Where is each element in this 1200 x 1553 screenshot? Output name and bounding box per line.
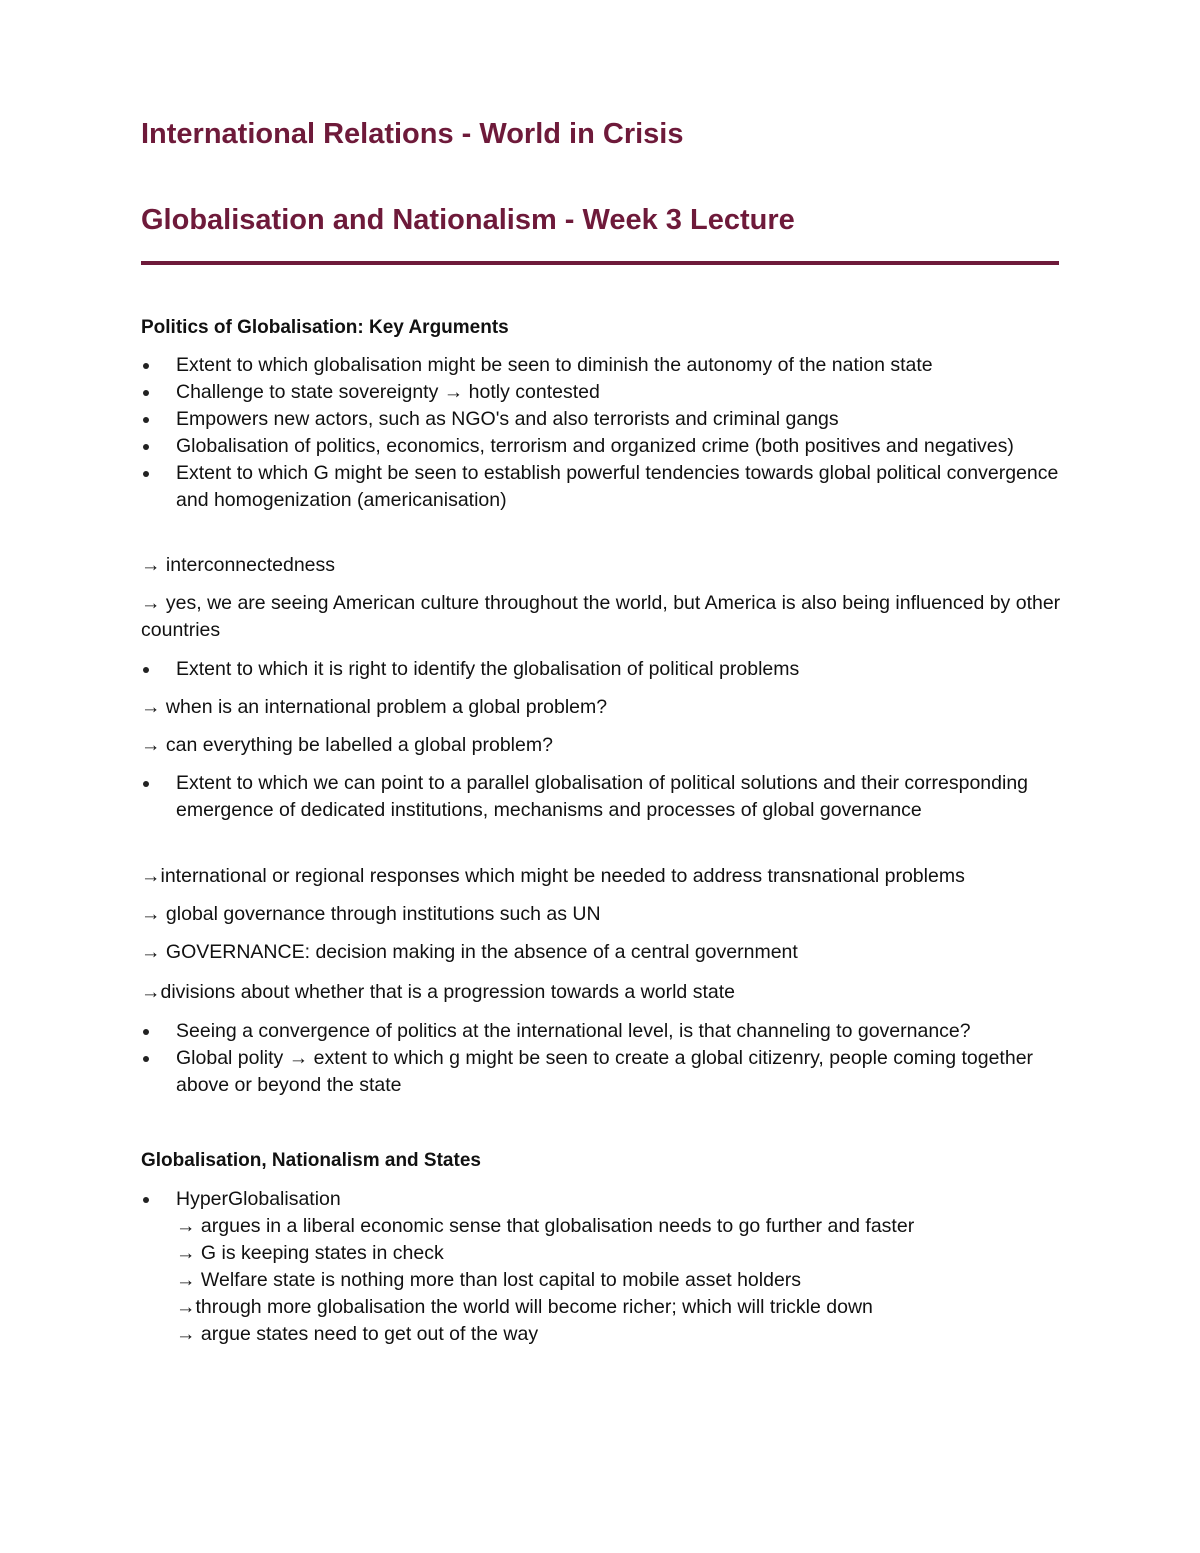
bullet-list: Extent to which we can point to a parall… (141, 770, 1071, 824)
list-item: HyperGlobalisation (141, 1186, 1071, 1213)
bullet-list: Extent to which globalisation might be s… (141, 352, 1071, 514)
list-item: Extent to which we can point to a parall… (141, 770, 1071, 824)
list-item: Empowers new actors, such as NGO's and a… (141, 406, 1071, 433)
bullet-list: HyperGlobalisation → argues in a liberal… (141, 1186, 1071, 1348)
list-item: Globalisation of politics, economics, te… (141, 433, 1071, 460)
note: → GOVERNANCE: decision making in the abs… (141, 941, 798, 963)
note: →divisions about whether that is a progr… (141, 981, 735, 1003)
list-item: Challenge to state sovereignty → hotly c… (141, 379, 1071, 406)
bullet-list: Seeing a convergence of politics at the … (141, 1018, 1071, 1099)
sub-item: → argues in a liberal economic sense tha… (176, 1215, 915, 1237)
title-divider (141, 261, 1059, 265)
note: → global governance through institutions… (141, 903, 601, 925)
document-title: International Relations - World in Crisi… (141, 118, 684, 150)
note: → when is an international problem a glo… (141, 696, 608, 718)
sub-item: → argue states need to get out of the wa… (176, 1323, 539, 1345)
note: →international or regional responses whi… (141, 865, 965, 887)
note: → can everything be labelled a global pr… (141, 734, 553, 756)
list-item: Extent to which it is right to identify … (141, 656, 1071, 683)
list-item: Global polity → extent to which g might … (141, 1045, 1071, 1099)
section-heading: Globalisation, Nationalism and States (141, 1150, 481, 1171)
list-item: Extent to which G might be seen to estab… (141, 460, 1071, 514)
list-item: Extent to which globalisation might be s… (141, 352, 1071, 379)
list-item: Seeing a convergence of politics at the … (141, 1018, 1071, 1045)
note: → interconnectedness (141, 554, 336, 576)
sub-item: →through more globalisation the world wi… (176, 1296, 873, 1318)
section-heading: Politics of Globalisation: Key Arguments (141, 317, 509, 338)
document-subtitle: Globalisation and Nationalism - Week 3 L… (141, 204, 795, 236)
sub-item: → Welfare state is nothing more than los… (176, 1269, 802, 1291)
note: → yes, we are seeing American culture th… (141, 592, 1061, 641)
bullet-list: Extent to which it is right to identify … (141, 656, 1071, 683)
sub-item: → G is keeping states in check (176, 1242, 444, 1264)
